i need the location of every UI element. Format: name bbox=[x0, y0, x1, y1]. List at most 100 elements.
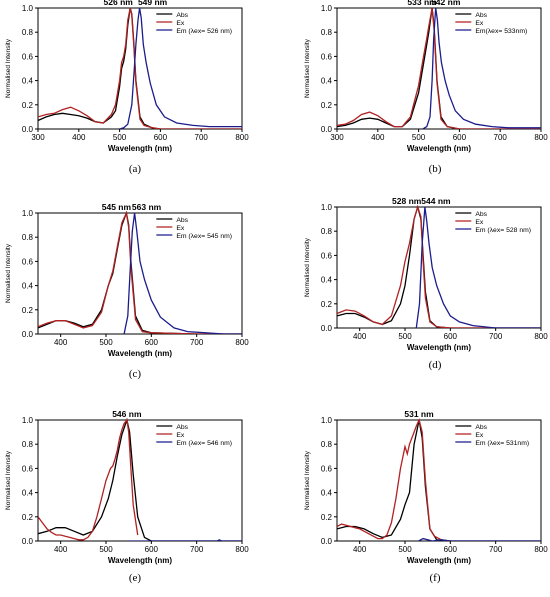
y-tick-label: 0.4 bbox=[22, 489, 34, 498]
y-tick-label: 0.4 bbox=[22, 77, 34, 86]
x-tick-label: 700 bbox=[494, 133, 508, 142]
chart-panel-5: 400 500 600 700 800 0.0 0.2 0.4 0.6 0.8 1.0 Wavelen… bbox=[5, 409, 249, 584]
x-tick-label: 500 bbox=[398, 545, 412, 554]
series-line-3 bbox=[119, 7, 242, 129]
x-tick-label: 700 bbox=[190, 545, 204, 554]
series-line-1 bbox=[337, 419, 541, 541]
legend-label: Ex bbox=[475, 432, 484, 439]
y-tick-label: 0.6 bbox=[321, 251, 333, 260]
x-tick-label: 300 bbox=[330, 133, 344, 142]
legend-label: Ex bbox=[176, 225, 185, 232]
x-tick-label: 600 bbox=[154, 133, 168, 142]
x-tick-label: 300 bbox=[31, 133, 45, 142]
y-tick-label: 0.0 bbox=[321, 324, 333, 333]
y-tick-label: 0.4 bbox=[321, 489, 333, 498]
legend-label: Em (λex= 531nm) bbox=[475, 440, 529, 447]
y-tick-label: 0.2 bbox=[321, 513, 333, 522]
y-tick-label: 1.0 bbox=[321, 4, 333, 13]
x-tick-label: 400 bbox=[72, 133, 86, 142]
x-tick-label: 700 bbox=[489, 545, 503, 554]
series-line-2 bbox=[337, 418, 451, 541]
peak-label: 542 nm bbox=[431, 0, 461, 7]
panel-caption: (f) bbox=[430, 572, 441, 584]
legend-label: Em (λex= 545 nm) bbox=[176, 233, 232, 240]
y-tick-label: 0.8 bbox=[22, 233, 34, 242]
y-tick-label: 0.8 bbox=[321, 28, 333, 37]
y-tick-label: 0.6 bbox=[321, 52, 333, 61]
plot-frame bbox=[336, 419, 542, 542]
series-line-2 bbox=[38, 418, 139, 541]
y-axis-title: Normalised Intensity bbox=[304, 38, 311, 98]
y-tick-label: 0.6 bbox=[22, 52, 34, 61]
x-tick-label: 500 bbox=[99, 338, 113, 347]
x-tick-label: 400 bbox=[54, 338, 68, 347]
x-axis-title: Wavelength (nm) bbox=[407, 556, 471, 565]
legend-label: Ex bbox=[475, 219, 484, 226]
chart-panel-2: 300 400 500 600 700 800 0.0 0.2 0.4 0.6 0.8 1.0 Wave… bbox=[304, 0, 548, 175]
x-tick-label: 500 bbox=[412, 133, 426, 142]
x-tick-label: 800 bbox=[534, 545, 548, 554]
y-tick-label: 0.8 bbox=[22, 28, 34, 37]
y-axis-title: Normalised Intensity bbox=[5, 243, 12, 303]
plot-frame bbox=[37, 212, 243, 335]
peak-label: 544 nm bbox=[421, 196, 451, 206]
panel-caption: (b) bbox=[429, 163, 442, 175]
y-tick-label: 0.6 bbox=[321, 464, 333, 473]
y-tick-label: 1.0 bbox=[22, 209, 34, 218]
x-axis-title: Wavelength (nm) bbox=[108, 556, 172, 565]
y-tick-label: 1.0 bbox=[22, 416, 34, 425]
y-axis-title: Normalised Intensity bbox=[304, 450, 311, 510]
y-tick-label: 0.0 bbox=[22, 537, 34, 546]
y-tick-label: 0.2 bbox=[321, 101, 333, 110]
legend-label: Em (λex= 526 nm) bbox=[176, 28, 232, 35]
y-tick-label: 0.6 bbox=[22, 257, 34, 266]
legend-label: Abs bbox=[475, 12, 487, 19]
x-tick-label: 700 bbox=[190, 338, 204, 347]
x-tick-label: 800 bbox=[235, 133, 249, 142]
peak-label: 526 nm bbox=[104, 0, 134, 7]
legend-label: Abs bbox=[475, 211, 487, 218]
legend-label: Abs bbox=[176, 12, 188, 19]
panel-caption: (e) bbox=[129, 572, 142, 584]
y-axis-title: Normalised Intensity bbox=[5, 38, 12, 98]
legend-label: Abs bbox=[176, 217, 188, 224]
x-tick-label: 600 bbox=[444, 545, 458, 554]
chart-panel-3: 400 500 600 700 800 0.0 0.2 0.4 0.6 0.8 1.0 Wavelen… bbox=[5, 202, 249, 380]
peak-label: 531 nm bbox=[404, 409, 434, 419]
x-tick-label: 600 bbox=[145, 338, 159, 347]
series-line-1 bbox=[337, 205, 541, 328]
series-line-3 bbox=[422, 7, 541, 129]
series-line-1 bbox=[38, 7, 242, 129]
y-tick-label: 0.0 bbox=[321, 537, 333, 546]
series-line-1 bbox=[38, 418, 242, 541]
x-tick-label: 400 bbox=[353, 545, 367, 554]
series-line-2 bbox=[38, 7, 242, 129]
chart-panel-1: 300 400 500 600 700 800 0.0 0.2 0.4 0.6 0.8 1.0 Wave… bbox=[5, 0, 249, 175]
x-tick-label: 500 bbox=[113, 133, 127, 142]
legend-label: Em (λex= 528 nm) bbox=[475, 227, 531, 234]
series-line-1 bbox=[337, 7, 541, 129]
y-tick-label: 0.8 bbox=[321, 440, 333, 449]
x-tick-label: 700 bbox=[195, 133, 209, 142]
y-tick-label: 0.0 bbox=[321, 125, 333, 134]
y-tick-label: 1.0 bbox=[22, 4, 34, 13]
legend-label: Em(λex= 533nm) bbox=[475, 28, 527, 35]
legend-label: Ex bbox=[475, 20, 484, 27]
x-tick-label: 400 bbox=[353, 332, 367, 341]
y-tick-label: 0.4 bbox=[321, 77, 333, 86]
panel-caption: (c) bbox=[129, 368, 142, 380]
panel-caption: (d) bbox=[429, 359, 442, 371]
x-tick-label: 400 bbox=[54, 545, 68, 554]
y-tick-label: 0.0 bbox=[22, 125, 34, 134]
series-line-3 bbox=[415, 206, 541, 328]
x-tick-label: 600 bbox=[444, 332, 458, 341]
y-tick-label: 0.4 bbox=[22, 282, 34, 291]
x-axis-title: Wavelength (nm) bbox=[108, 349, 172, 358]
plot-frame bbox=[336, 206, 542, 329]
legend-label: Abs bbox=[475, 424, 487, 431]
peak-label: 563 nm bbox=[132, 202, 162, 212]
y-tick-label: 0.2 bbox=[22, 513, 34, 522]
x-tick-label: 400 bbox=[371, 133, 385, 142]
